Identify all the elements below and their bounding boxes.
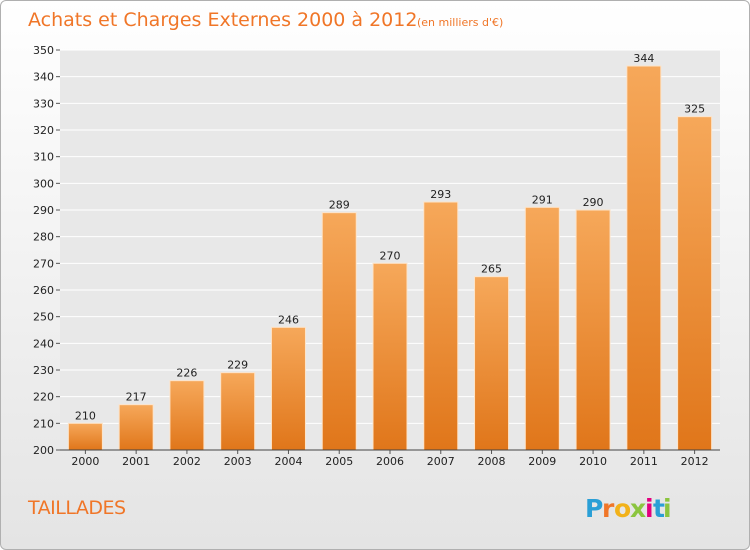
y-tick-label: 270 bbox=[33, 257, 54, 270]
data-label: 210 bbox=[75, 409, 96, 422]
x-tick-label: 2002 bbox=[173, 455, 201, 468]
logo-letter: t bbox=[653, 494, 665, 523]
y-tick-label: 350 bbox=[33, 44, 54, 57]
data-label: 265 bbox=[481, 263, 502, 276]
bar bbox=[524, 206, 560, 451]
y-tick-label: 300 bbox=[33, 177, 54, 190]
logo-letter: i bbox=[663, 494, 672, 523]
bar bbox=[270, 326, 306, 451]
bar bbox=[474, 276, 510, 451]
place-name: TAILLADES bbox=[27, 497, 126, 519]
data-label: 289 bbox=[329, 199, 350, 212]
y-tick-label: 210 bbox=[33, 417, 54, 430]
y-tick-label: 340 bbox=[33, 71, 54, 84]
bar bbox=[67, 422, 103, 451]
chart-title: Achats et Charges Externes 2000 à 2012 bbox=[28, 9, 417, 31]
x-tick-label: 2007 bbox=[427, 455, 455, 468]
x-tick-label: 2003 bbox=[224, 455, 252, 468]
data-label: 325 bbox=[684, 103, 705, 116]
bar bbox=[423, 201, 459, 451]
bar bbox=[626, 65, 662, 451]
x-tick-label: 2004 bbox=[274, 455, 302, 468]
data-label: 246 bbox=[278, 313, 299, 326]
x-axis: 2000 2001 2002 2003 2004 2005 2006 2007 2008 2009… bbox=[71, 450, 709, 468]
bar bbox=[169, 380, 205, 451]
bar bbox=[372, 262, 408, 451]
data-label: 293 bbox=[430, 188, 451, 201]
x-tick-label: 2009 bbox=[528, 455, 556, 468]
bar bbox=[575, 209, 611, 451]
y-tick-label: 230 bbox=[33, 364, 54, 377]
logo-letter: o bbox=[614, 494, 631, 523]
y-axis: 200 210 220 230 240 250 260 270 280 290 300 310 320 3… bbox=[33, 44, 60, 457]
x-tick-label: 2001 bbox=[122, 455, 150, 468]
y-tick-label: 320 bbox=[33, 124, 54, 137]
y-tick-label: 220 bbox=[33, 391, 54, 404]
data-label: 270 bbox=[380, 249, 401, 262]
y-tick-label: 310 bbox=[33, 151, 54, 164]
bar-series bbox=[67, 65, 713, 451]
data-label: 226 bbox=[176, 367, 197, 380]
data-label: 344 bbox=[633, 52, 654, 65]
y-tick-label: 330 bbox=[33, 97, 54, 110]
x-tick-label: 2000 bbox=[71, 455, 99, 468]
logo-letter: r bbox=[602, 494, 615, 523]
value-labels: 210 217 226 229 246 289 270 293 265 291 290 344 325 bbox=[75, 52, 705, 422]
y-tick-label: 200 bbox=[33, 444, 54, 457]
bar bbox=[677, 116, 713, 451]
y-tick-label: 290 bbox=[33, 204, 54, 217]
logo-letter: x bbox=[630, 494, 646, 523]
logo-letter: i bbox=[645, 494, 654, 523]
y-tick-label: 240 bbox=[33, 337, 54, 350]
data-label: 229 bbox=[227, 359, 248, 372]
y-tick-label: 250 bbox=[33, 311, 54, 324]
x-tick-label: 2005 bbox=[325, 455, 353, 468]
data-label: 291 bbox=[532, 193, 553, 206]
x-tick-label: 2006 bbox=[376, 455, 404, 468]
bar bbox=[118, 404, 154, 451]
chart-subtitle: (en milliers d'€) bbox=[417, 16, 503, 29]
bar bbox=[220, 372, 256, 451]
data-label: 290 bbox=[583, 196, 604, 209]
logo-letter: P bbox=[585, 494, 603, 523]
x-tick-label: 2011 bbox=[630, 455, 658, 468]
x-tick-label: 2008 bbox=[478, 455, 506, 468]
x-tick-label: 2010 bbox=[579, 455, 607, 468]
y-tick-label: 280 bbox=[33, 231, 54, 244]
data-label: 217 bbox=[126, 391, 147, 404]
x-tick-label: 2012 bbox=[681, 455, 709, 468]
proxiti-logo: Pr oxi ti bbox=[585, 494, 672, 523]
bar bbox=[321, 212, 357, 451]
y-tick-label: 260 bbox=[33, 284, 54, 297]
